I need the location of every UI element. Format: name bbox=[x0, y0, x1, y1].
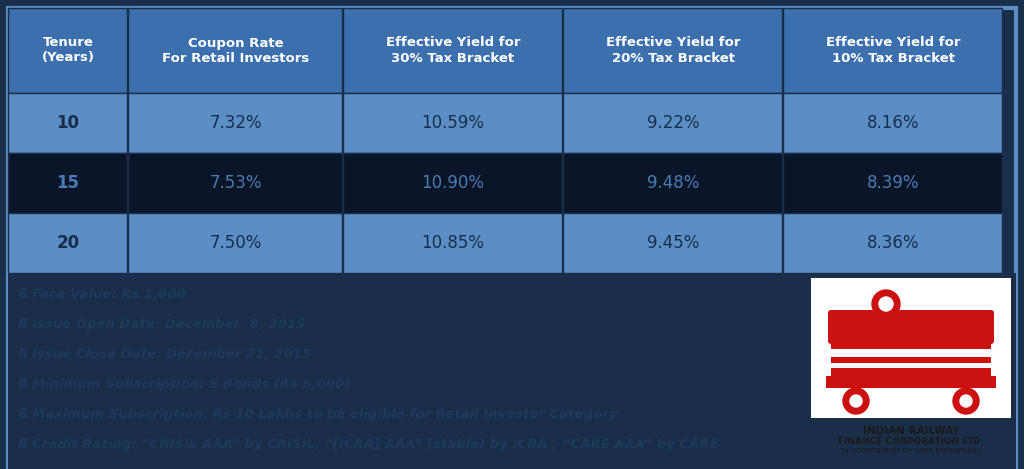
Text: INDIAN RAILWAY: INDIAN RAILWAY bbox=[862, 426, 959, 436]
FancyBboxPatch shape bbox=[811, 278, 1011, 418]
Text: 10.59%: 10.59% bbox=[422, 114, 484, 132]
FancyBboxPatch shape bbox=[563, 213, 782, 273]
Text: Effective Yield for
30% Tax Bracket: Effective Yield for 30% Tax Bracket bbox=[386, 37, 520, 65]
FancyBboxPatch shape bbox=[8, 273, 1016, 469]
FancyBboxPatch shape bbox=[783, 93, 1002, 153]
Text: 7.50%: 7.50% bbox=[209, 234, 262, 252]
Circle shape bbox=[850, 395, 862, 407]
Text: ß Face Value: Rs 1,000: ß Face Value: Rs 1,000 bbox=[18, 287, 186, 301]
FancyBboxPatch shape bbox=[8, 213, 127, 273]
Text: 9.22%: 9.22% bbox=[647, 114, 699, 132]
Circle shape bbox=[843, 388, 869, 414]
FancyBboxPatch shape bbox=[826, 376, 996, 388]
FancyBboxPatch shape bbox=[8, 153, 127, 213]
Circle shape bbox=[879, 297, 893, 311]
Text: 20: 20 bbox=[56, 234, 80, 252]
FancyBboxPatch shape bbox=[783, 153, 1002, 213]
Text: 10: 10 bbox=[56, 114, 80, 132]
Text: [A GOVERNMENT OF INDIA ENTERPRISE]: [A GOVERNMENT OF INDIA ENTERPRISE] bbox=[841, 447, 981, 454]
FancyBboxPatch shape bbox=[783, 8, 1002, 93]
Text: Tenure
(Years): Tenure (Years) bbox=[42, 37, 94, 65]
Text: Effective Yield for
20% Tax Bracket: Effective Yield for 20% Tax Bracket bbox=[606, 37, 740, 65]
FancyBboxPatch shape bbox=[343, 153, 562, 213]
Text: FINANCE CORPORATION LTD.: FINANCE CORPORATION LTD. bbox=[838, 437, 984, 446]
Circle shape bbox=[953, 388, 979, 414]
Text: 9.45%: 9.45% bbox=[647, 234, 699, 252]
Text: 8.36%: 8.36% bbox=[866, 234, 920, 252]
FancyBboxPatch shape bbox=[128, 213, 342, 273]
Text: 10.90%: 10.90% bbox=[422, 174, 484, 192]
FancyBboxPatch shape bbox=[783, 213, 1002, 273]
Text: 7.32%: 7.32% bbox=[209, 114, 262, 132]
FancyBboxPatch shape bbox=[128, 93, 342, 153]
Text: ß Issue Close Date: December 21, 2015: ß Issue Close Date: December 21, 2015 bbox=[18, 348, 311, 361]
FancyBboxPatch shape bbox=[128, 153, 342, 213]
FancyBboxPatch shape bbox=[563, 153, 782, 213]
FancyBboxPatch shape bbox=[8, 93, 127, 153]
Circle shape bbox=[961, 395, 972, 407]
FancyBboxPatch shape bbox=[8, 8, 127, 93]
Text: 9.48%: 9.48% bbox=[647, 174, 699, 192]
FancyBboxPatch shape bbox=[563, 93, 782, 153]
FancyBboxPatch shape bbox=[831, 349, 991, 357]
Text: ß Credit Rating: “CRISIL AAA” by CRISIL, “[ICRA] AAA” (stable) by ICRA , “CARE A: ß Credit Rating: “CRISIL AAA” by CRISIL,… bbox=[18, 439, 719, 451]
Text: 7.53%: 7.53% bbox=[209, 174, 262, 192]
FancyBboxPatch shape bbox=[828, 310, 994, 344]
Text: 8.16%: 8.16% bbox=[866, 114, 920, 132]
Text: 15: 15 bbox=[56, 174, 80, 192]
FancyBboxPatch shape bbox=[831, 363, 991, 368]
FancyBboxPatch shape bbox=[128, 8, 342, 93]
FancyBboxPatch shape bbox=[343, 213, 562, 273]
Text: ß Minimum Subscription: 5 Bonds (Rs 5,000): ß Minimum Subscription: 5 Bonds (Rs 5,00… bbox=[18, 378, 350, 391]
Text: ß Maximum Subscription: Rs 10 Lakhs to be eligible for Retail Investor Category: ß Maximum Subscription: Rs 10 Lakhs to b… bbox=[18, 408, 617, 421]
FancyBboxPatch shape bbox=[831, 341, 991, 376]
FancyBboxPatch shape bbox=[8, 8, 1016, 469]
Text: 8.39%: 8.39% bbox=[866, 174, 920, 192]
Circle shape bbox=[872, 290, 900, 318]
Text: Coupon Rate
For Retail Investors: Coupon Rate For Retail Investors bbox=[162, 37, 309, 65]
FancyBboxPatch shape bbox=[343, 93, 562, 153]
Text: Effective Yield for
10% Tax Bracket: Effective Yield for 10% Tax Bracket bbox=[825, 37, 961, 65]
Text: 10.85%: 10.85% bbox=[422, 234, 484, 252]
FancyBboxPatch shape bbox=[343, 8, 562, 93]
Text: ß Issue Open Date: December  8, 2015: ß Issue Open Date: December 8, 2015 bbox=[18, 318, 305, 331]
FancyBboxPatch shape bbox=[563, 8, 782, 93]
